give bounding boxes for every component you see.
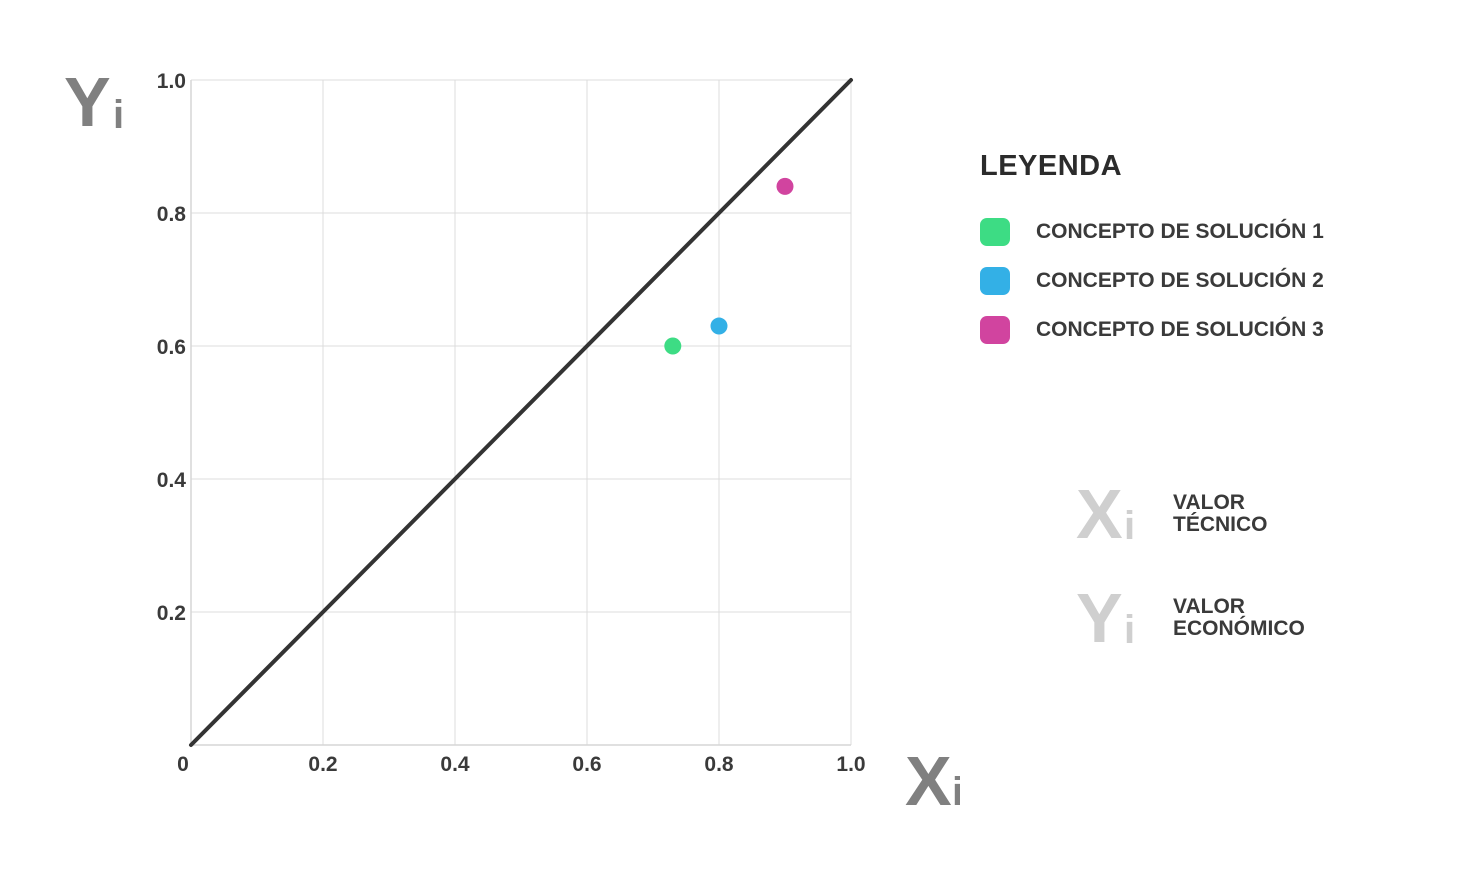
data-point-series-1-0 — [664, 337, 682, 355]
key-y-subscript: i — [1124, 608, 1136, 652]
y-tick-label-1: 0.4 — [157, 469, 187, 492]
x-axis-label-subscript: i — [952, 770, 960, 814]
x-tick-label-5: 1.0 — [836, 753, 865, 776]
scatter-chart: 0 0.2 0.4 0.6 0.8 1.00.20.40.60.81.0Y iX i — [64, 63, 960, 820]
x-tick-label-2: 0.4 — [440, 753, 470, 776]
legend-title: LEYENDA — [980, 150, 1123, 182]
data-point-series-2-0 — [710, 317, 728, 335]
legend-label-3: CONCEPTO DE SOLUCIÓN 3 — [1036, 317, 1324, 341]
legend-label-1: CONCEPTO DE SOLUCIÓN 1 — [1036, 219, 1324, 243]
data-point-series-3-0 — [776, 177, 794, 195]
x-tick-label-3: 0.6 — [572, 753, 601, 776]
legend-item-2: CONCEPTO DE SOLUCIÓN 2 — [980, 256, 1324, 305]
legend-label-2: CONCEPTO DE SOLUCIÓN 2 — [1036, 268, 1324, 292]
key-x-text: VALOR TÉCNICO — [1173, 492, 1268, 536]
key-x-line1: VALOR — [1173, 491, 1245, 514]
legend-swatch-2 — [980, 266, 1010, 295]
y-tick-label-3: 0.8 — [157, 203, 187, 226]
y-axis-label: Y — [64, 63, 111, 141]
y-tick-label-0: 0.2 — [157, 602, 186, 625]
key-x-valor-tecnico: X i VALOR TÉCNICO — [1076, 475, 1268, 553]
legend-item-3: CONCEPTO DE SOLUCIÓN 3 — [980, 305, 1324, 354]
legend-swatch-3 — [980, 315, 1010, 344]
key-y-symbol: Y i — [1076, 579, 1156, 657]
key-y-line2: ECONÓMICO — [1173, 617, 1305, 640]
y-tick-label-2: 0.6 — [157, 336, 186, 359]
x-tick-label-0: 0 — [177, 753, 189, 776]
y-axis-label-subscript: i — [113, 93, 124, 137]
legend-swatch-1 — [980, 217, 1010, 246]
x-tick-label-1: 0.2 — [308, 753, 337, 776]
key-y-valor-economico: Y i VALOR ECONÓMICO — [1076, 579, 1305, 657]
reference-diagonal-line — [189, 78, 853, 747]
legend-item-1: CONCEPTO DE SOLUCIÓN 1 — [980, 207, 1324, 256]
key-x-symbol: X i — [1076, 475, 1156, 553]
key-y-letter: Y — [1076, 579, 1123, 657]
key-y-line1: VALOR — [1173, 595, 1245, 618]
y-tick-label-4: 1.0 — [157, 70, 186, 93]
key-x-letter: X — [1076, 475, 1123, 553]
key-x-subscript: i — [1124, 504, 1136, 548]
legend: LEYENDA CONCEPTO DE SOLUCIÓN 1 CONCEPTO … — [980, 150, 1324, 354]
x-axis-label: X — [905, 742, 952, 820]
key-y-text: VALOR ECONÓMICO — [1173, 596, 1305, 640]
x-tick-label-4: 0.8 — [704, 753, 734, 776]
key-x-line2: TÉCNICO — [1173, 513, 1268, 536]
